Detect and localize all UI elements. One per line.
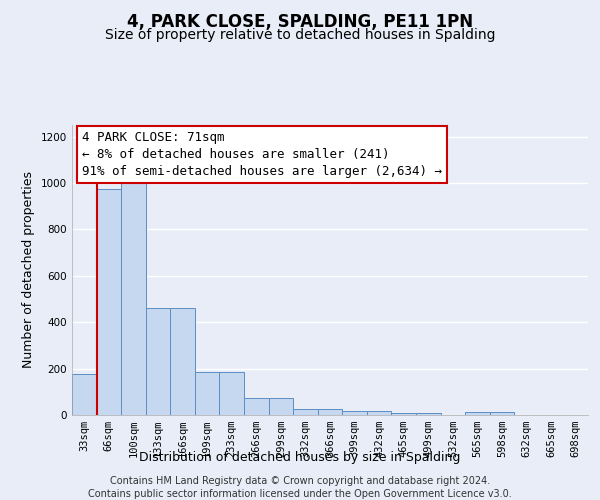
Bar — [146, 308, 170, 415]
Text: Distribution of detached houses by size in Spalding: Distribution of detached houses by size … — [139, 451, 461, 464]
Text: 4 PARK CLOSE: 71sqm
← 8% of detached houses are smaller (241)
91% of semi-detach: 4 PARK CLOSE: 71sqm ← 8% of detached hou… — [82, 131, 442, 178]
Bar — [293, 409, 318, 415]
Text: 4, PARK CLOSE, SPALDING, PE11 1PN: 4, PARK CLOSE, SPALDING, PE11 1PN — [127, 12, 473, 30]
Bar — [170, 308, 195, 415]
Text: Contains HM Land Registry data © Crown copyright and database right 2024.: Contains HM Land Registry data © Crown c… — [110, 476, 490, 486]
Bar — [72, 374, 97, 415]
Text: Contains public sector information licensed under the Open Government Licence v3: Contains public sector information licen… — [88, 489, 512, 499]
Bar — [416, 412, 440, 415]
Bar — [195, 372, 220, 415]
Bar — [97, 189, 121, 415]
Bar — [490, 412, 514, 415]
Bar — [318, 409, 342, 415]
Bar — [391, 412, 416, 415]
Bar — [244, 398, 269, 415]
Bar — [342, 411, 367, 415]
Text: Size of property relative to detached houses in Spalding: Size of property relative to detached ho… — [105, 28, 495, 42]
Y-axis label: Number of detached properties: Number of detached properties — [22, 172, 35, 368]
Bar — [465, 412, 490, 415]
Bar — [220, 372, 244, 415]
Bar — [121, 183, 146, 415]
Bar — [367, 411, 391, 415]
Bar — [269, 398, 293, 415]
